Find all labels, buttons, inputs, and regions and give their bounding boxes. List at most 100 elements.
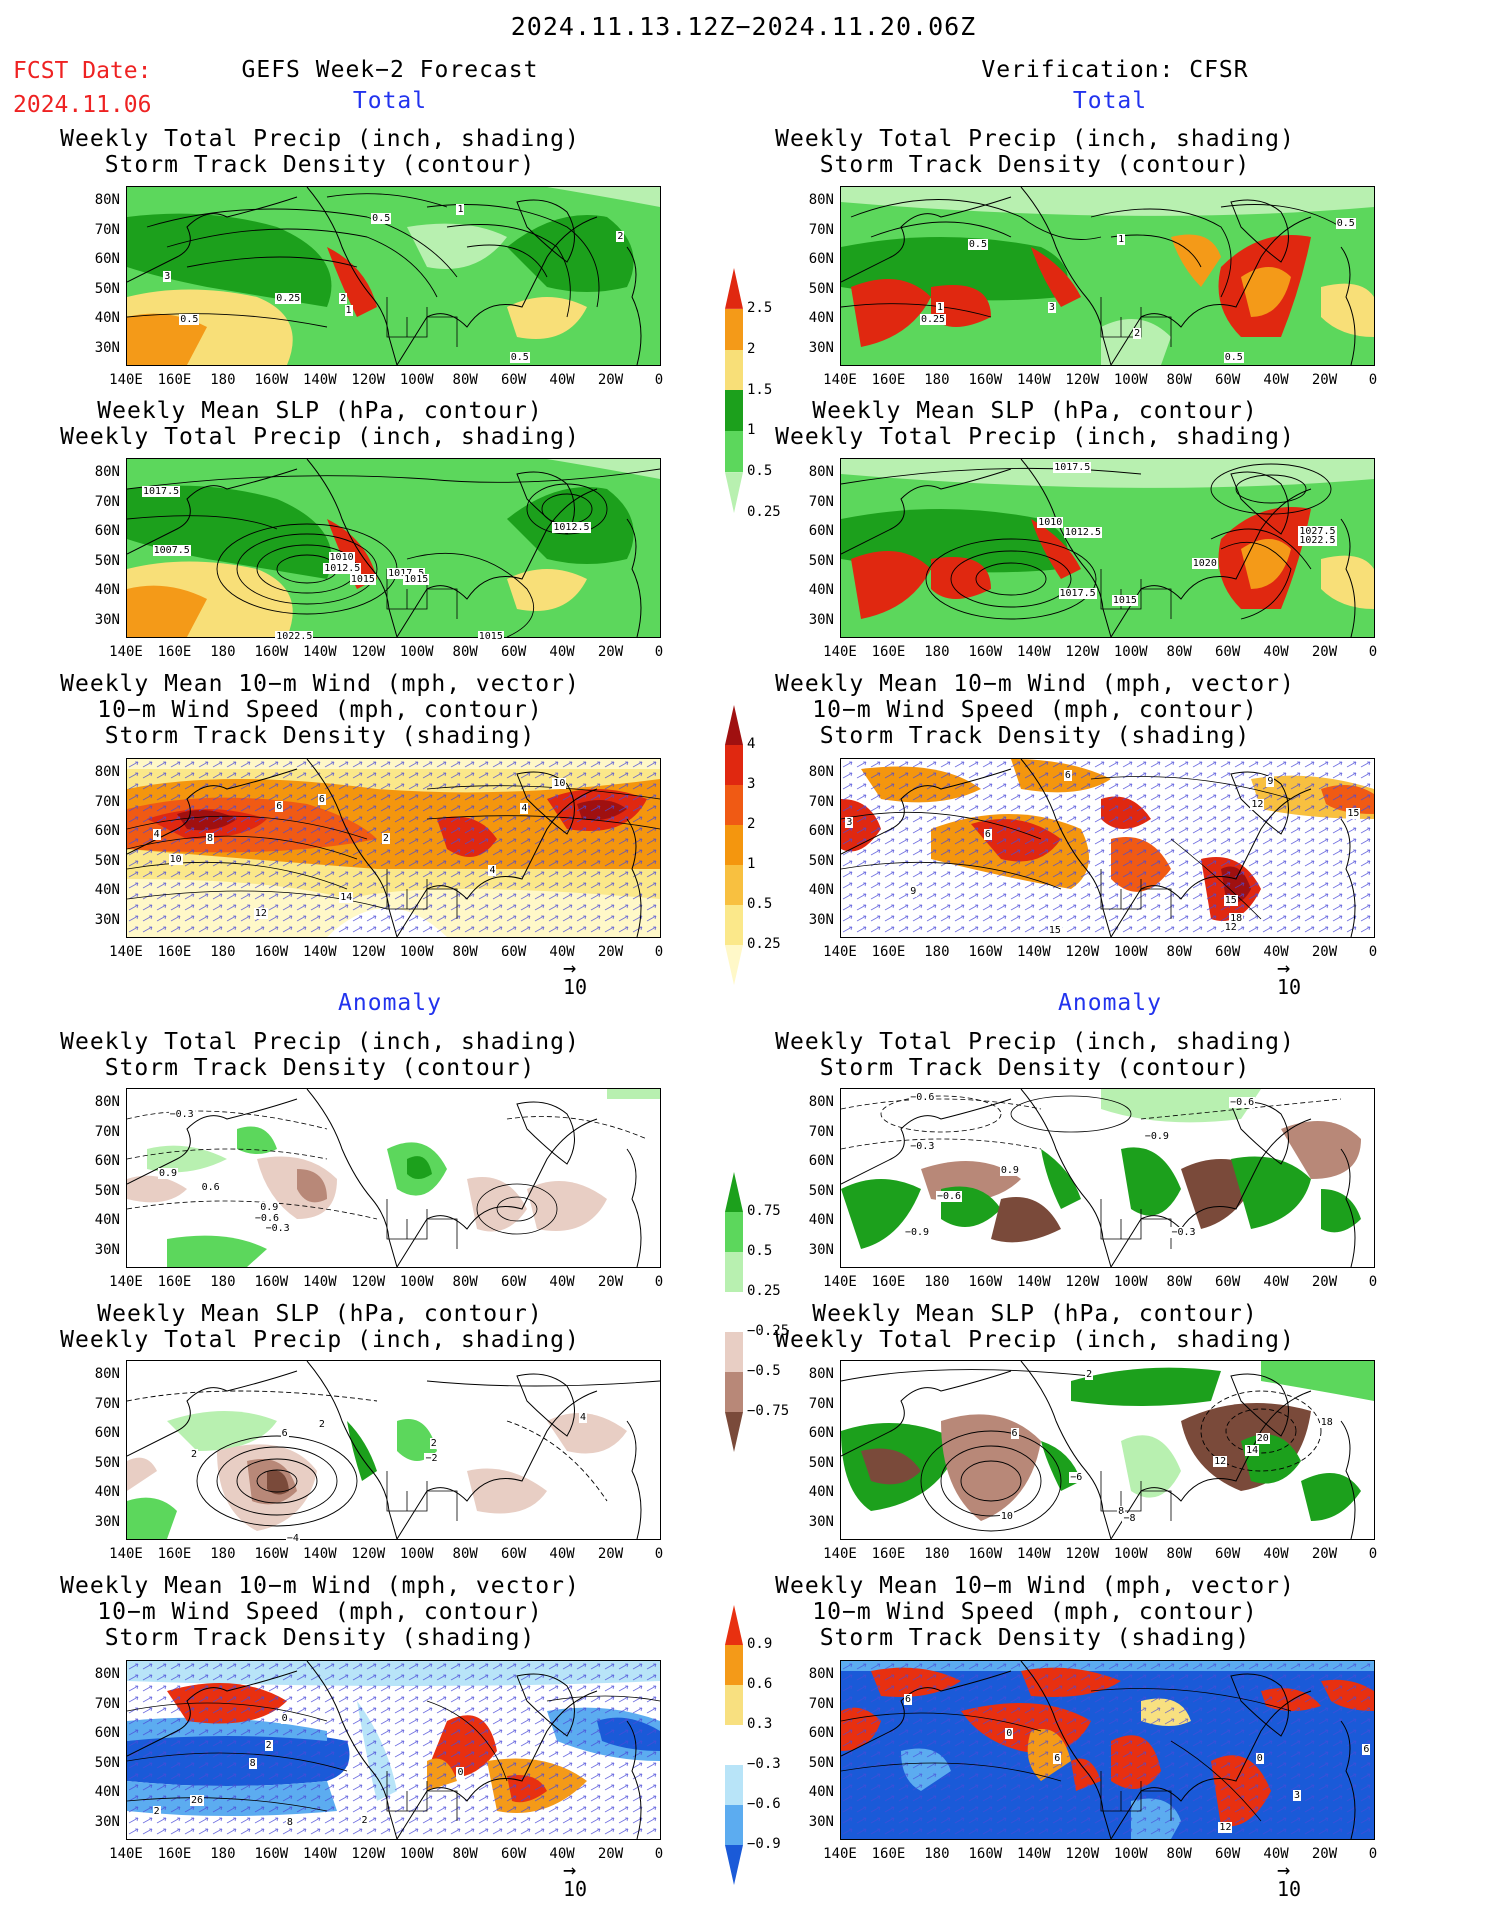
- map-fc-anom-wind: [126, 1660, 661, 1840]
- contour-label: 4: [579, 1411, 588, 1423]
- contour-label: 12: [1223, 921, 1238, 933]
- y-tick-label: 80N: [94, 1094, 120, 1110]
- contour-label: −0.3: [1170, 1226, 1197, 1238]
- x-tick-label: 40W: [549, 944, 575, 960]
- contour-label: −0.9: [903, 1226, 931, 1238]
- y-tick-label: 60N: [808, 251, 834, 267]
- colorbar-segment: [725, 1292, 743, 1332]
- panel-title-line: Weekly Mean SLP (hPa, contour): [97, 1301, 543, 1327]
- x-tick-label: 120W: [351, 944, 386, 960]
- colorbar-label: 2: [747, 340, 756, 357]
- vector-reference-label: 10: [1277, 975, 1302, 999]
- contour-label: 10: [168, 854, 183, 866]
- x-tick-label: 40W: [1263, 644, 1289, 660]
- panel-title-line: Weekly Total Precip (inch, shading): [60, 1029, 580, 1055]
- x-tick-label: 140W: [1016, 1274, 1051, 1290]
- panel-title-line: Weekly Mean SLP (hPa, contour): [97, 398, 543, 424]
- left-anomaly-section-title: Anomaly: [338, 990, 442, 1016]
- x-tick-label: 160E: [157, 1546, 192, 1562]
- panel-title-line: Weekly Total Precip (inch, shading): [775, 126, 1295, 152]
- colorbar-label: 0.5: [747, 1243, 773, 1259]
- colorbar-label: −0.6: [747, 1796, 781, 1812]
- y-tick-label: 70N: [808, 221, 834, 238]
- colorbar-segment: [725, 1372, 743, 1412]
- contour-label: 0.5: [371, 212, 392, 224]
- panel-title-fc-total-wind: Weekly Mean 10−m Wind (mph, vector) 10−m…: [30, 671, 610, 749]
- y-tick-label: 30N: [808, 1513, 834, 1530]
- x-tick-label: 160W: [254, 944, 289, 960]
- contour-label: 1022.5: [275, 630, 314, 642]
- contour-label: 2: [1085, 1368, 1094, 1380]
- colorbar-segment: [725, 1845, 743, 1885]
- x-tick-label: 60W: [1214, 1274, 1241, 1290]
- y-tick-label: 50N: [808, 1754, 834, 1771]
- left-column-title: GEFS Week−2 Forecast: [241, 57, 539, 83]
- contour-label: 0.9: [157, 1168, 179, 1180]
- contour-label: 14: [1245, 1445, 1260, 1457]
- y-tick-label: 80N: [808, 464, 834, 480]
- y-tick-label: 30N: [94, 1813, 120, 1830]
- panel-title-fc-anom-wind: Weekly Mean 10−m Wind (mph, vector) 10−m…: [30, 1573, 610, 1651]
- x-tick-label: 40W: [549, 644, 575, 660]
- colorbar-label: 0.25: [747, 504, 781, 520]
- contour-label: 2: [189, 1449, 198, 1460]
- y-tick-label: 70N: [808, 1123, 834, 1140]
- x-tick-label: 120W: [351, 1274, 386, 1290]
- date-range-title: 2024.11.13.12Z−2024.11.20.06Z: [510, 12, 977, 41]
- y-tick-label: 80N: [94, 764, 120, 780]
- x-tick-label: 20W: [1311, 1846, 1338, 1862]
- contour-label: −0.9: [1143, 1130, 1170, 1142]
- x-tick-label: 140E: [109, 1274, 143, 1290]
- x-tick-label: 60W: [500, 1546, 527, 1562]
- map-vr-anom-wind: [840, 1660, 1375, 1840]
- x-tick-label: 80W: [1166, 944, 1192, 960]
- panel-title-line: 10−m Wind Speed (mph, contour): [97, 697, 543, 723]
- contour-label: 0: [1255, 1752, 1264, 1764]
- x-tick-label: 160W: [968, 1546, 1003, 1562]
- y-tick-label: 40N: [808, 1784, 834, 1800]
- map-fc-total-slp: [126, 458, 661, 638]
- colorbar-label: −0.5: [747, 1363, 781, 1379]
- panel-title-line: Weekly Total Precip (inch, shading): [775, 1327, 1295, 1353]
- contour-label: 0.5: [179, 314, 200, 326]
- panel-title-vr-anom-slp: Weekly Mean SLP (hPa, contour) Weekly To…: [745, 1301, 1325, 1353]
- x-tick-label: 120W: [351, 372, 386, 388]
- x-tick-label: 140E: [109, 1846, 143, 1862]
- x-tick-label: 140W: [1016, 644, 1051, 660]
- x-tick-label: 20W: [1311, 644, 1338, 660]
- contour-label: 1: [935, 301, 944, 313]
- panel-title-line: Weekly Total Precip (inch, shading): [60, 1327, 580, 1353]
- x-tick-label: 0: [654, 372, 664, 388]
- colorbar-segment: [725, 1645, 743, 1685]
- x-tick-label: 20W: [597, 1546, 624, 1562]
- y-tick-label: 60N: [94, 1425, 120, 1441]
- contour-label: 1010: [1037, 516, 1064, 528]
- map-vr-anom-slp: [840, 1360, 1375, 1540]
- x-tick-label: 80W: [1166, 1546, 1192, 1562]
- x-tick-label: 140W: [1016, 1846, 1051, 1862]
- x-tick-label: 80W: [452, 1546, 478, 1562]
- colorbar-segment: [725, 705, 743, 745]
- y-tick-label: 80N: [808, 1366, 834, 1382]
- x-tick-label: 160W: [254, 1274, 289, 1290]
- y-tick-label: 30N: [808, 1241, 834, 1258]
- x-tick-label: 0: [654, 1274, 664, 1290]
- x-tick-label: 40W: [1263, 1846, 1289, 1862]
- left-total-section-title: Total: [352, 88, 428, 114]
- vector-reference-label: 10: [563, 1877, 588, 1901]
- contour-label: 1010: [328, 552, 355, 564]
- y-tick-label: 60N: [808, 1153, 834, 1169]
- contour-label: 0.25: [275, 292, 302, 304]
- x-tick-label: 60W: [500, 1274, 527, 1290]
- y-tick-label: 80N: [808, 1094, 834, 1110]
- y-tick-label: 60N: [808, 1725, 834, 1741]
- contour-label: 9: [1266, 775, 1275, 787]
- x-tick-label: 160E: [157, 1846, 192, 1862]
- y-tick-label: 40N: [808, 882, 834, 898]
- panel-title-line: 10−m Wind Speed (mph, contour): [812, 1599, 1258, 1625]
- x-tick-label: 140E: [109, 944, 143, 960]
- y-tick-label: 80N: [808, 1666, 834, 1682]
- y-tick-label: 30N: [94, 1241, 120, 1258]
- panel-title-vr-total-slp: Weekly Mean SLP (hPa, contour) Weekly To…: [745, 398, 1325, 450]
- x-tick-label: 80W: [452, 944, 478, 960]
